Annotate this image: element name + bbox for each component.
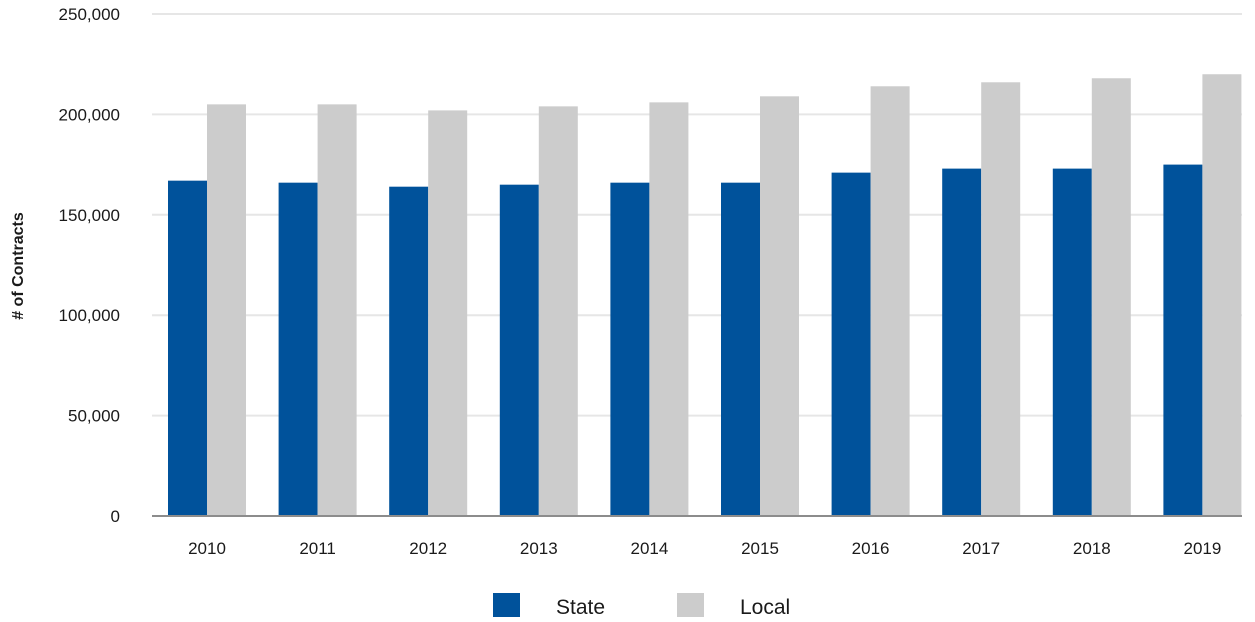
bar-local-2018	[1091, 78, 1131, 517]
y-tick-label: 150,000	[59, 206, 120, 225]
bar-local-2019	[1202, 74, 1242, 517]
x-tick-label: 2018	[1073, 539, 1111, 558]
bar-state-2015	[721, 182, 760, 516]
bar-local-2011	[317, 104, 357, 517]
y-tick-label: 250,000	[59, 5, 120, 24]
bar-local-2012	[428, 110, 468, 516]
x-tick-label: 2016	[852, 539, 890, 558]
bar-state-2011	[278, 182, 318, 516]
x-tick-label: 2019	[1183, 539, 1221, 558]
bars	[168, 74, 1242, 517]
legend-swatch-local	[677, 593, 704, 617]
bar-local-2014	[649, 102, 689, 517]
bar-local-2016	[870, 86, 910, 517]
y-tick-label: 0	[111, 507, 120, 526]
x-tick-label: 2017	[962, 539, 1000, 558]
y-tick-label: 200,000	[59, 105, 120, 124]
x-tick-label: 2011	[299, 539, 336, 558]
bar-state-2013	[499, 184, 539, 516]
y-axis-label: # of Contracts	[10, 212, 27, 320]
bar-state-2010	[168, 180, 207, 516]
bar-state-2012	[389, 186, 429, 517]
bar-state-2019	[1163, 164, 1203, 516]
x-tick-label: 2014	[630, 539, 668, 558]
y-axis-ticks: 0 50,000 100,000 150,000 200,000 250,000	[59, 5, 120, 526]
bar-local-2010	[207, 104, 246, 517]
x-tick-label: 2010	[188, 539, 226, 558]
y-tick-label: 100,000	[59, 306, 120, 325]
legend-label-state: State	[556, 596, 605, 617]
legend-label-local: Local	[740, 596, 790, 617]
bar-local-2015	[760, 96, 799, 516]
x-tick-label: 2013	[520, 539, 558, 558]
y-tick-label: 50,000	[68, 407, 120, 426]
legend-swatch-state	[493, 593, 520, 617]
bar-state-2016	[831, 172, 871, 516]
bar-state-2017	[942, 168, 982, 516]
bar-local-2017	[981, 82, 1021, 516]
bar-local-2013	[538, 106, 578, 517]
x-tick-label: 2012	[409, 539, 447, 558]
x-tick-label: 2015	[741, 539, 779, 558]
legend: State Local	[493, 593, 790, 619]
bar-state-2014	[610, 182, 650, 516]
bar-state-2018	[1052, 168, 1092, 516]
x-axis-ticks: 2010 2011 2012 2013 2014 2015 2016 2017 2018 2019	[188, 539, 1221, 558]
